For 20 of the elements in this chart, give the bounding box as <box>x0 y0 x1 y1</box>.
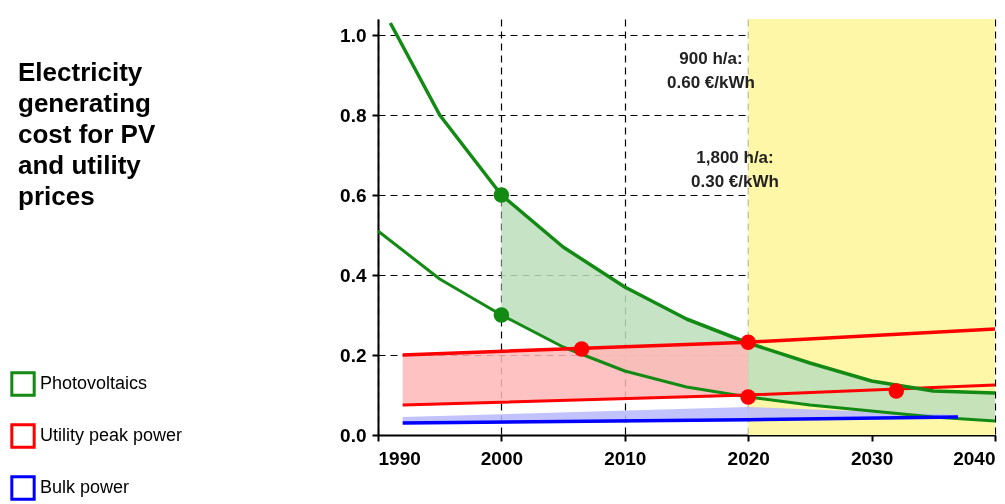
y-tick-label: 0.6 <box>340 184 367 206</box>
line-series <box>376 229 997 423</box>
x-tick-label: 2030 <box>850 447 894 469</box>
y-tick-label: 0.0 <box>340 424 367 446</box>
y-tick-label: 0.4 <box>340 264 367 286</box>
x-tick-label: 2040 <box>953 447 996 469</box>
y-tick-label: 0.2 <box>340 344 367 366</box>
y-tick-label: 1.0 <box>340 24 367 46</box>
x-tick-label: 1990 <box>378 447 421 469</box>
legend-label: Utility peak power <box>40 425 183 445</box>
x-tick-label: 2020 <box>727 447 770 469</box>
y-tick-label: 0.8 <box>340 104 367 126</box>
legend-label: Photovoltaics <box>40 373 148 393</box>
x-tick-label: 2000 <box>480 447 524 469</box>
text: Electricity generating cost for PV and utility prices <box>18 57 156 211</box>
x-tick-label: 2010 <box>604 447 647 469</box>
annotation: 900 h/a: 0.60 €/kWh <box>667 49 755 92</box>
line-series <box>388 21 997 395</box>
legend-label: Bulk power <box>40 477 130 497</box>
annotation: 1,800 h/a: 0.30 €/kWh <box>691 148 779 191</box>
